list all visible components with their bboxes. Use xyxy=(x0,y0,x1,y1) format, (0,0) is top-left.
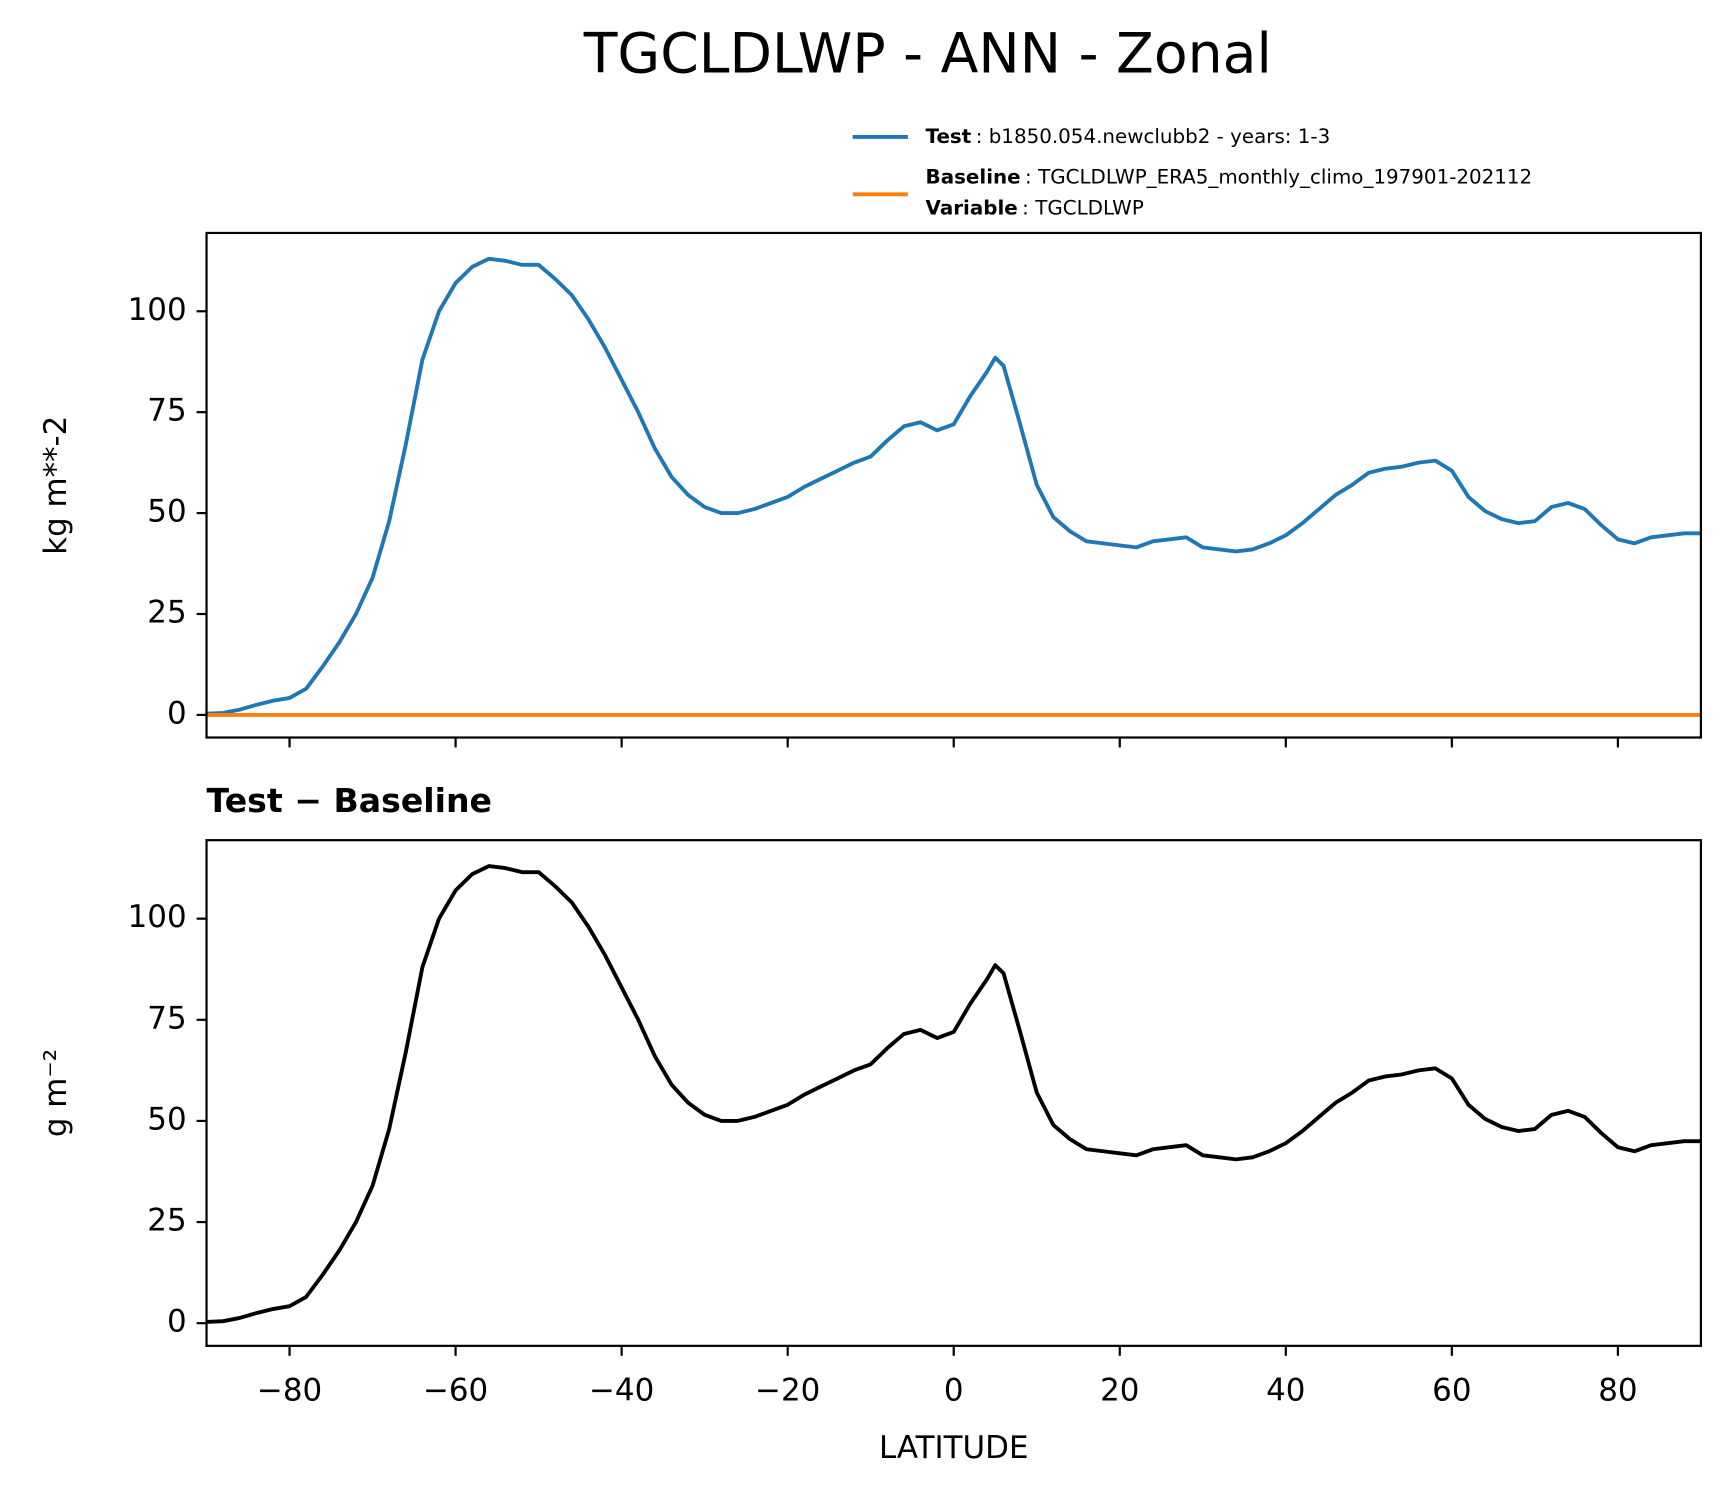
y-tick-label: 75 xyxy=(147,1000,186,1036)
y-tick-label: 25 xyxy=(147,595,186,631)
x-tick-label: 40 xyxy=(1266,1373,1305,1409)
axes-frame xyxy=(205,839,1703,1347)
figure-title: TGCLDLWP - ANN - Zonal xyxy=(583,23,1272,87)
axes-frame xyxy=(205,231,1703,739)
y-tick-label: 100 xyxy=(128,292,187,328)
x-axis-label: LATITUDE xyxy=(879,1430,1029,1466)
data-line xyxy=(206,864,1701,1324)
x-tick-label: 60 xyxy=(1432,1373,1471,1409)
x-tick-label: −40 xyxy=(589,1373,654,1409)
y-axis-label: kg m**-2 xyxy=(38,416,74,555)
legend-note-text: : TGCLDLWP xyxy=(1022,196,1144,219)
x-tick-label: 80 xyxy=(1598,1373,1637,1409)
legend-name: Baseline xyxy=(926,165,1021,188)
y-axis-label: g m⁻² xyxy=(38,1049,74,1137)
y-tick-label: 25 xyxy=(147,1203,186,1239)
x-tick-label: 0 xyxy=(944,1373,964,1409)
data-line xyxy=(206,256,1701,716)
legend-name: Test xyxy=(926,124,972,147)
legend-entry: Baseline: TGCLDLWP_ERA5_monthly_climo_19… xyxy=(926,165,1533,188)
legend-description: : TGCLDLWP_ERA5_monthly_climo_197901-202… xyxy=(1025,165,1532,188)
subplot-title: Test − Baseline xyxy=(207,781,493,820)
x-tick-label: −60 xyxy=(423,1373,488,1409)
x-tick-label: 20 xyxy=(1100,1373,1139,1409)
y-tick-label: 75 xyxy=(147,393,186,429)
legend-entry: Test: b1850.054.newclubb2 - years: 1-3 xyxy=(926,124,1331,147)
x-tick-label: −80 xyxy=(257,1373,322,1409)
y-tick-label: 50 xyxy=(147,1101,186,1137)
legend-note: Variable: TGCLDLWP xyxy=(926,196,1144,219)
legend-note-name: Variable xyxy=(926,196,1018,219)
y-tick-label: 50 xyxy=(147,494,186,530)
x-tick-label: −20 xyxy=(755,1373,820,1409)
y-tick-label: 100 xyxy=(128,899,187,935)
y-tick-label: 0 xyxy=(167,695,187,731)
y-tick-label: 0 xyxy=(167,1304,187,1340)
legend-description: : b1850.054.newclubb2 - years: 1-3 xyxy=(976,124,1331,147)
